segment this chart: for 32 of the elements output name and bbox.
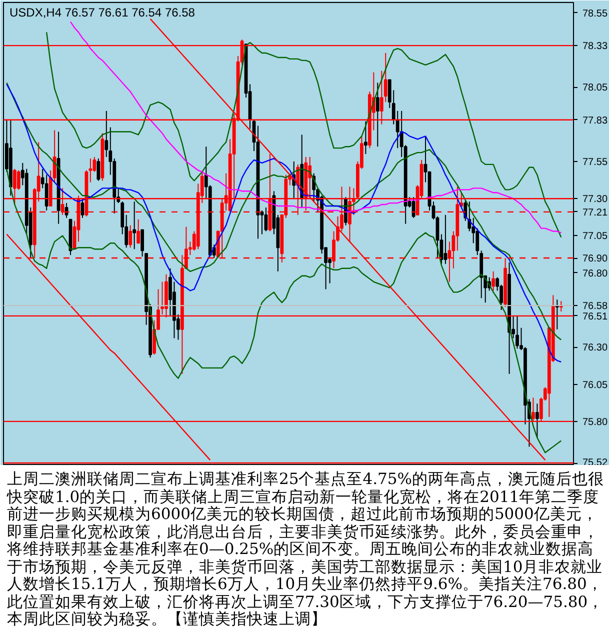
- candlestick: [16, 170, 20, 190]
- candlestick: [536, 403, 539, 438]
- chart-title: USDX,H4 76.57 76.61 76.54 76.58: [10, 6, 196, 20]
- candlestick: [128, 224, 132, 248]
- y-tick-label: 78.55: [582, 8, 608, 20]
- candlestick: [96, 158, 100, 182]
- y-tick-label: 76.30: [582, 342, 608, 354]
- candlestick: [376, 82, 380, 148]
- ref-line-label: 76.58: [582, 301, 608, 312]
- y-tick-label: 78.05: [582, 82, 608, 94]
- y-tick-label: 77.05: [582, 231, 608, 242]
- ref-line-label: 76.90: [582, 254, 608, 265]
- ref-line-label: 78.33: [582, 41, 608, 52]
- ref-line-label: 76.51: [582, 311, 608, 322]
- y-tick-label: 76.05: [582, 380, 608, 391]
- candlestick: [44, 174, 48, 211]
- candlestick: [516, 315, 519, 350]
- ref-line-label: 77.83: [582, 115, 608, 126]
- y-tick-label: 77.55: [582, 156, 608, 168]
- text: 上周二澳洲联储周二宣布上调基准利率25个基点至4.75%的两年高点，澳元随后也很快突破1.0的关口，而美联储上周三宣布启动新一轮量化宽松，将在2011年第二季度前进一步购买规模为6000亿美元的较长期国债，超过此前市场预期的5000亿美元，即重启量化宽松政策，此消息出台后，主要非美货币延续涨势。此外，委员会重申，将维持联邦基金基准利率在0—0.25%的区间不变。周五晚间公布的非农就业数据高于市场预期，令美元反弹，非美货币回落，美国劳工部数据显示：美国10月非农就业人数增长15.1万人，预期增长6万人，10月失业率仍然持平9.6%。美指关注76.80，此位置如果有效上破，汇价将再次上调至77.30区域，下方支撑位于76.20—75.80，本周此区间较为稳妥。【谨慎美指快速上调】: [7, 470, 604, 628]
- ref-line-label: 77.21: [582, 207, 608, 218]
- candlestick: [492, 270, 496, 292]
- candlestick: [88, 158, 92, 183]
- y-tick-label: 76.80: [582, 268, 608, 280]
- candlestick: [80, 198, 84, 218]
- candlestick: [444, 214, 448, 264]
- candlestick: [136, 218, 140, 244]
- candlestick: [132, 201, 136, 250]
- ref-line-label: 77.30: [582, 194, 608, 206]
- candlestick: [264, 207, 268, 232]
- ref-line-label: 75.80: [582, 416, 608, 428]
- candlestick: [364, 120, 368, 155]
